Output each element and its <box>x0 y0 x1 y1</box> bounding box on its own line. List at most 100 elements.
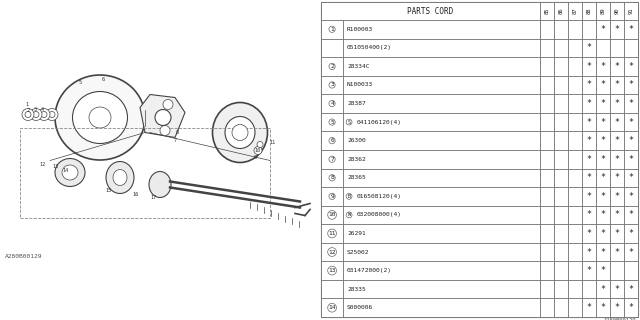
Bar <box>343 169 540 187</box>
Bar <box>554 113 568 132</box>
Bar <box>582 169 596 187</box>
Bar <box>582 2 596 20</box>
Bar <box>582 113 596 132</box>
Circle shape <box>25 111 31 117</box>
Ellipse shape <box>113 170 127 186</box>
Bar <box>624 150 638 169</box>
Bar <box>554 280 568 299</box>
Text: 10: 10 <box>328 212 336 217</box>
Bar <box>343 132 540 150</box>
Bar <box>20 127 270 218</box>
Bar <box>568 39 582 57</box>
Bar <box>540 57 554 76</box>
Bar <box>596 2 610 20</box>
Text: *: * <box>614 136 620 145</box>
Text: 13: 13 <box>52 164 58 169</box>
Text: A280B00129: A280B00129 <box>604 318 636 320</box>
Bar <box>321 299 343 317</box>
Text: *: * <box>600 248 605 257</box>
Ellipse shape <box>106 162 134 194</box>
Text: 7: 7 <box>330 157 334 162</box>
Text: *: * <box>614 25 620 34</box>
Bar <box>568 169 582 187</box>
Text: PARTS CORD: PARTS CORD <box>408 6 454 15</box>
Text: *: * <box>614 229 620 238</box>
Text: 1: 1 <box>26 102 29 107</box>
Text: 4: 4 <box>330 101 334 106</box>
Text: *: * <box>600 117 605 127</box>
Bar <box>596 76 610 94</box>
Bar <box>582 243 596 261</box>
Circle shape <box>30 108 42 121</box>
Text: *: * <box>586 155 591 164</box>
Text: *: * <box>600 192 605 201</box>
Bar <box>624 280 638 299</box>
Bar <box>596 169 610 187</box>
Text: 5: 5 <box>330 120 334 124</box>
Bar <box>343 20 540 39</box>
Circle shape <box>22 108 34 121</box>
Bar <box>568 132 582 150</box>
Text: *: * <box>628 136 634 145</box>
Text: S: S <box>348 120 351 124</box>
Text: *: * <box>586 229 591 238</box>
Text: *: * <box>614 173 620 182</box>
Text: 28362: 28362 <box>347 157 366 162</box>
Circle shape <box>41 111 47 117</box>
Bar <box>540 94 554 113</box>
Text: 86: 86 <box>559 8 563 14</box>
Text: 91: 91 <box>628 8 634 14</box>
Bar <box>610 243 624 261</box>
Text: *: * <box>586 192 591 201</box>
Text: 85: 85 <box>545 8 550 14</box>
Text: 17: 17 <box>150 195 156 200</box>
Circle shape <box>38 108 50 121</box>
Bar <box>321 2 540 20</box>
Text: 4: 4 <box>40 107 44 112</box>
Bar <box>582 187 596 206</box>
Text: 11: 11 <box>328 231 336 236</box>
Text: 7: 7 <box>173 138 177 143</box>
Text: *: * <box>628 25 634 34</box>
Text: 1: 1 <box>330 27 334 32</box>
Bar <box>343 150 540 169</box>
Bar <box>624 169 638 187</box>
Ellipse shape <box>225 116 255 148</box>
Text: *: * <box>586 80 591 90</box>
Text: 89: 89 <box>600 8 605 14</box>
Bar <box>610 2 624 20</box>
Circle shape <box>254 147 262 155</box>
Text: *: * <box>586 117 591 127</box>
Bar <box>624 261 638 280</box>
Text: *: * <box>628 80 634 90</box>
Circle shape <box>163 100 173 109</box>
Text: *: * <box>600 173 605 182</box>
Text: 8: 8 <box>175 130 179 135</box>
Text: *: * <box>586 173 591 182</box>
Text: W: W <box>348 212 351 217</box>
Bar <box>343 57 540 76</box>
Bar <box>610 187 624 206</box>
Bar <box>596 280 610 299</box>
Bar <box>321 169 343 187</box>
Text: *: * <box>600 136 605 145</box>
Bar <box>343 113 540 132</box>
Text: 28334C: 28334C <box>347 64 369 69</box>
Text: 10: 10 <box>254 148 260 153</box>
Text: 15: 15 <box>105 188 111 193</box>
Bar <box>343 243 540 261</box>
Bar <box>624 132 638 150</box>
Bar <box>582 94 596 113</box>
Text: *: * <box>586 136 591 145</box>
Bar <box>321 280 343 299</box>
Bar <box>582 132 596 150</box>
Bar <box>624 206 638 224</box>
Bar <box>624 20 638 39</box>
Text: *: * <box>600 80 605 90</box>
Bar <box>540 261 554 280</box>
Bar <box>596 132 610 150</box>
Text: 5: 5 <box>79 80 81 85</box>
Bar <box>540 39 554 57</box>
Text: *: * <box>628 62 634 71</box>
Text: *: * <box>586 62 591 71</box>
